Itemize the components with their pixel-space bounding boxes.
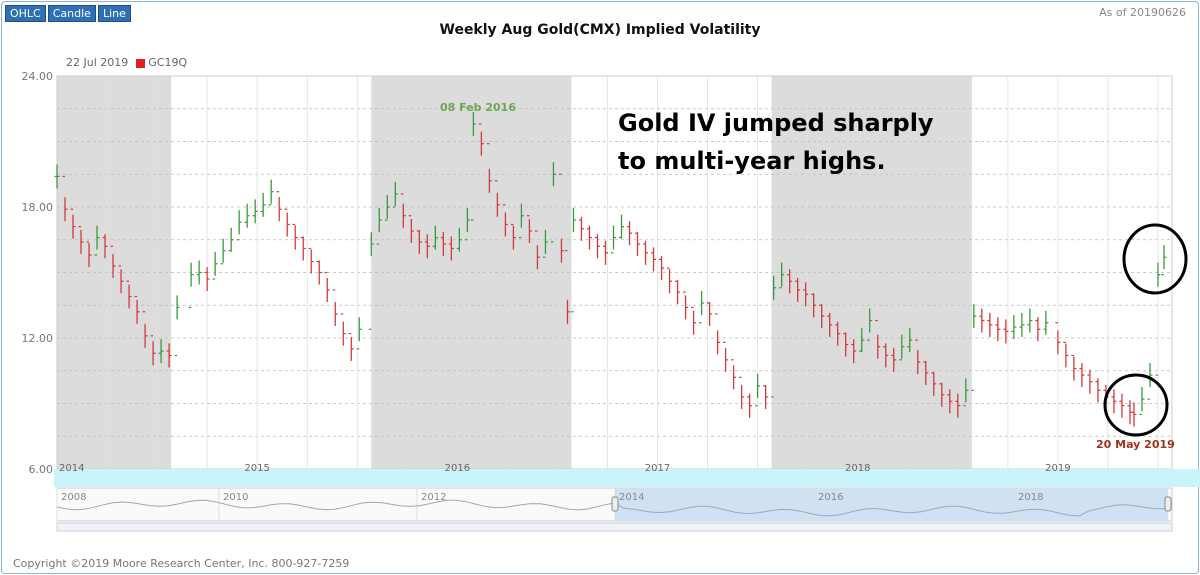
x-tick-label: 2014: [59, 463, 84, 474]
navigator-year-label: 2014: [619, 492, 644, 503]
series-swatch: [136, 58, 146, 68]
navigator-year-label: 2016: [818, 492, 843, 503]
chart-type-toolbar: OHLC Candle Line: [5, 5, 131, 22]
candle-button[interactable]: Candle: [47, 5, 96, 22]
legend-series[interactable]: GC19Q: [136, 56, 187, 69]
navigator-selection[interactable]: [615, 488, 1168, 521]
navigator-handle-right[interactable]: [1164, 496, 1172, 512]
annotation-text: Gold IV jumped sharply to multi-year hig…: [618, 104, 934, 180]
x-axis-band: [54, 469, 1200, 487]
legend-date: 22 Jul 2019: [66, 56, 129, 69]
line-button[interactable]: Line: [97, 5, 131, 22]
ohlc-button[interactable]: OHLC: [5, 5, 46, 22]
annotation-line-2: to multi-year highs.: [618, 147, 886, 175]
copyright-footer: Copyright ©2019 Moore Research Center, I…: [13, 557, 350, 570]
low-date-label: 20 May 2019: [1096, 438, 1175, 451]
y-tick-label: 24.00: [22, 70, 54, 83]
plot-area: [56, 75, 1173, 470]
y-tick-label: 18.00: [22, 201, 54, 214]
highlight-circle-high: [1122, 223, 1188, 295]
y-tick-label: 12.00: [22, 332, 54, 345]
navigator-year-label: 2018: [1018, 492, 1043, 503]
navigator-year-label: 2008: [61, 492, 86, 503]
x-tick-label: 2017: [645, 463, 670, 474]
x-tick-label: 2016: [445, 463, 470, 474]
navigator-scrollbar[interactable]: [56, 522, 1173, 532]
as-of-date: As of 20190626: [1099, 6, 1186, 19]
chart-title: Weekly Aug Gold(CMX) Implied Volatility: [439, 22, 761, 38]
annotation-line-1: Gold IV jumped sharply: [618, 109, 934, 137]
y-tick-label: 6.00: [29, 463, 54, 476]
navigator-handle-left[interactable]: [611, 496, 619, 512]
x-tick-label: 2018: [845, 463, 870, 474]
x-tick-label: 2015: [244, 463, 269, 474]
x-tick-label: 2019: [1045, 463, 1070, 474]
highlight-circle-low: [1103, 373, 1169, 437]
navigator-year-label: 2012: [421, 492, 446, 503]
shaded-period: [771, 76, 972, 469]
legend: 22 Jul 2019 GC19Q: [66, 56, 187, 69]
legend-series-label: GC19Q: [148, 56, 188, 69]
navigator-year-label: 2010: [223, 492, 248, 503]
peak-date-label: 08 Feb 2016: [440, 101, 516, 114]
